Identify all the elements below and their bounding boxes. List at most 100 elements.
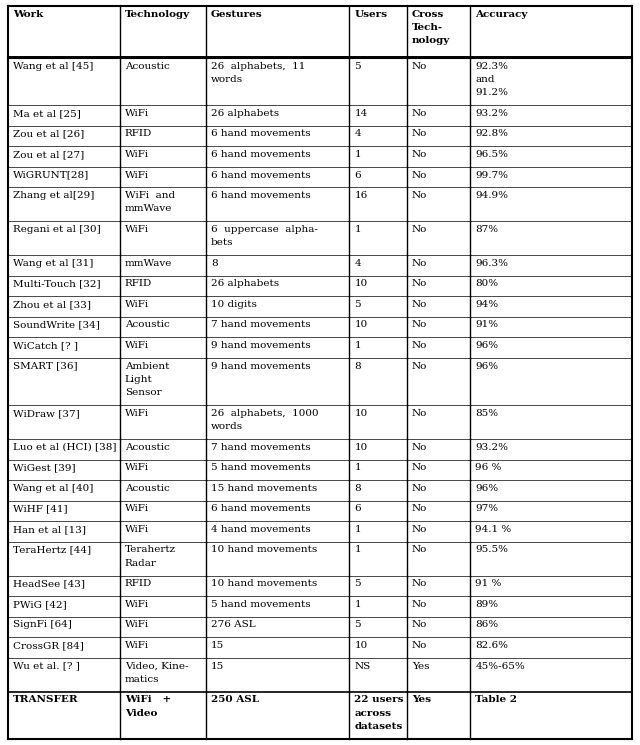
Text: 96 %: 96 % — [476, 463, 502, 472]
Text: Acoustic: Acoustic — [125, 62, 170, 71]
Text: WiFi: WiFi — [125, 525, 149, 534]
Text: 87%: 87% — [476, 225, 499, 234]
Text: No: No — [412, 621, 427, 630]
Text: Cross: Cross — [412, 10, 444, 19]
Text: WiFi: WiFi — [125, 150, 149, 159]
Text: 4 hand movements: 4 hand movements — [211, 525, 310, 534]
Text: 1: 1 — [355, 525, 361, 534]
Text: 15: 15 — [211, 662, 224, 671]
Text: No: No — [412, 484, 427, 492]
Text: 10 hand movements: 10 hand movements — [211, 545, 317, 554]
Text: 6: 6 — [355, 171, 361, 180]
Text: 94.1 %: 94.1 % — [476, 525, 511, 534]
Text: No: No — [412, 361, 427, 370]
Text: 26  alphabets,  1000: 26 alphabets, 1000 — [211, 409, 319, 418]
Text: Multi-Touch [32]: Multi-Touch [32] — [13, 279, 100, 288]
Text: 7 hand movements: 7 hand movements — [211, 320, 310, 329]
Text: 91%: 91% — [476, 320, 499, 329]
Text: No: No — [412, 504, 427, 513]
Text: 5: 5 — [355, 621, 361, 630]
Text: SignFi [64]: SignFi [64] — [13, 621, 72, 630]
Text: matics: matics — [125, 675, 159, 684]
Text: 96.5%: 96.5% — [476, 150, 508, 159]
Text: 16: 16 — [355, 191, 367, 200]
Text: TRANSFER: TRANSFER — [13, 695, 79, 705]
Text: Zou et al [27]: Zou et al [27] — [13, 150, 84, 159]
Text: 10: 10 — [355, 409, 367, 418]
Text: 92.3%: 92.3% — [476, 62, 508, 71]
Text: 10: 10 — [355, 279, 367, 288]
Text: 5: 5 — [355, 62, 361, 71]
Text: 5: 5 — [355, 580, 361, 589]
Text: 4: 4 — [355, 130, 361, 139]
Text: 4: 4 — [355, 259, 361, 267]
Text: Zhou et al [33]: Zhou et al [33] — [13, 300, 91, 309]
Text: 45%-65%: 45%-65% — [476, 662, 525, 671]
Text: WiFi: WiFi — [125, 504, 149, 513]
Text: WiFi: WiFi — [125, 225, 149, 234]
Text: No: No — [412, 279, 427, 288]
Text: 6 hand movements: 6 hand movements — [211, 171, 310, 180]
Text: Work: Work — [13, 10, 44, 19]
Text: Wang et al [45]: Wang et al [45] — [13, 62, 93, 71]
Text: WiFi: WiFi — [125, 641, 149, 650]
Text: PWiG [42]: PWiG [42] — [13, 600, 67, 609]
Text: 80%: 80% — [476, 279, 499, 288]
Text: 5 hand movements: 5 hand movements — [211, 463, 310, 472]
Text: Light: Light — [125, 375, 152, 384]
Text: SMART [36]: SMART [36] — [13, 361, 77, 370]
Text: WiFi: WiFi — [125, 621, 149, 630]
Text: Gestures: Gestures — [211, 10, 262, 19]
Text: 1: 1 — [355, 341, 361, 350]
Text: No: No — [412, 150, 427, 159]
Text: 5: 5 — [355, 300, 361, 309]
Text: No: No — [412, 130, 427, 139]
Text: 82.6%: 82.6% — [476, 641, 508, 650]
Text: 7 hand movements: 7 hand movements — [211, 443, 310, 451]
Text: No: No — [412, 259, 427, 267]
Text: 93.2%: 93.2% — [476, 443, 508, 451]
Text: Regani et al [30]: Regani et al [30] — [13, 225, 100, 234]
Text: 92.8%: 92.8% — [476, 130, 508, 139]
Text: 95.5%: 95.5% — [476, 545, 508, 554]
Text: 276 ASL: 276 ASL — [211, 621, 255, 630]
Text: Wang et al [31]: Wang et al [31] — [13, 259, 93, 267]
Text: 6 hand movements: 6 hand movements — [211, 504, 310, 513]
Text: CrossGR [84]: CrossGR [84] — [13, 641, 84, 650]
Text: No: No — [412, 320, 427, 329]
Text: Table 2: Table 2 — [476, 695, 517, 705]
Text: 1: 1 — [355, 463, 361, 472]
Text: Wang et al [40]: Wang et al [40] — [13, 484, 93, 492]
Text: 96.3%: 96.3% — [476, 259, 508, 267]
Text: 10 digits: 10 digits — [211, 300, 257, 309]
Text: WiFi: WiFi — [125, 409, 149, 418]
Text: No: No — [412, 109, 427, 118]
Text: No: No — [412, 463, 427, 472]
Text: WiCatch [? ]: WiCatch [? ] — [13, 341, 78, 350]
Text: 22 users: 22 users — [355, 695, 404, 705]
Text: WiGRUNT[28]: WiGRUNT[28] — [13, 171, 89, 180]
Text: 6 hand movements: 6 hand movements — [211, 191, 310, 200]
Text: Radar: Radar — [125, 559, 157, 568]
Text: 10 hand movements: 10 hand movements — [211, 580, 317, 589]
Text: No: No — [412, 171, 427, 180]
Text: Video, Kine-: Video, Kine- — [125, 662, 188, 671]
Text: across: across — [355, 708, 391, 717]
Text: Acoustic: Acoustic — [125, 484, 170, 492]
Text: 1: 1 — [355, 600, 361, 609]
Text: 8: 8 — [355, 484, 361, 492]
Text: WiGest [39]: WiGest [39] — [13, 463, 76, 472]
Text: WiFi   +: WiFi + — [125, 695, 171, 705]
Text: Ma et al [25]: Ma et al [25] — [13, 109, 81, 118]
Text: mmWave: mmWave — [125, 204, 172, 213]
Text: 6 hand movements: 6 hand movements — [211, 150, 310, 159]
Text: words: words — [211, 422, 243, 431]
Text: Video: Video — [125, 708, 157, 717]
Text: 99.7%: 99.7% — [476, 171, 508, 180]
Text: 1: 1 — [355, 225, 361, 234]
Text: 96%: 96% — [476, 341, 499, 350]
Text: 26 alphabets: 26 alphabets — [211, 279, 279, 288]
Text: Sensor: Sensor — [125, 388, 161, 397]
Text: 1: 1 — [355, 150, 361, 159]
Text: 10: 10 — [355, 443, 367, 451]
